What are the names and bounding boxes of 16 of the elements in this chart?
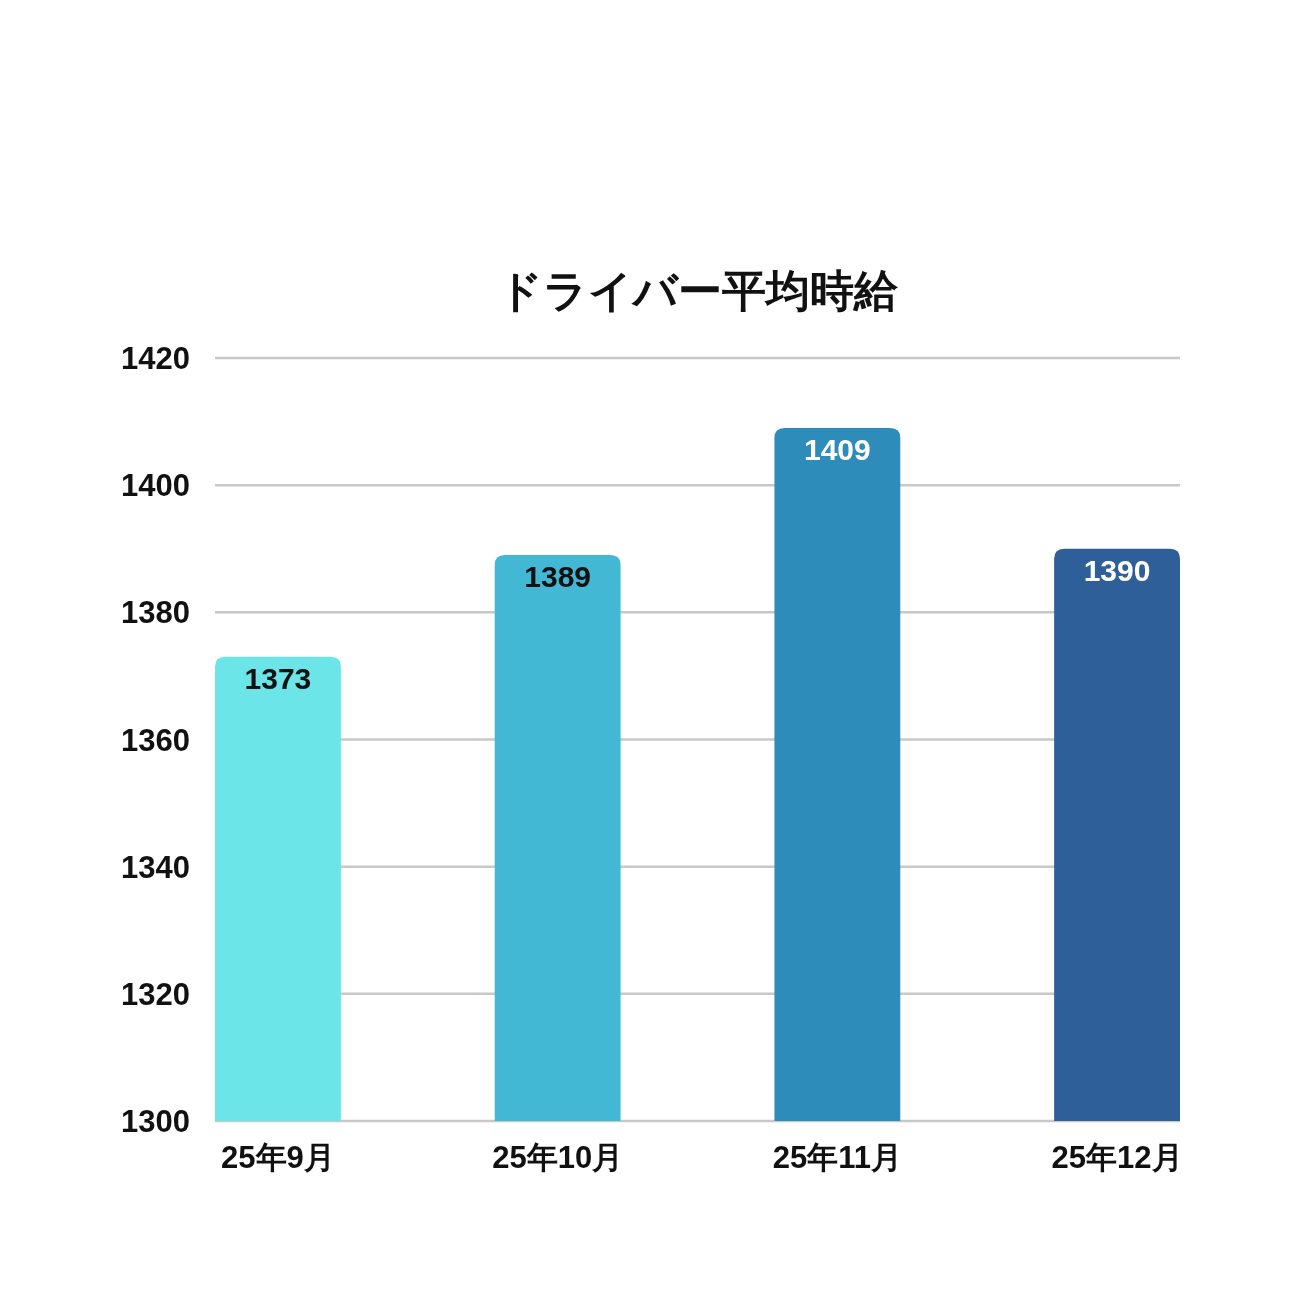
x-tick-label: 25年9月 (221, 1140, 335, 1175)
x-tick-label: 25年11月 (772, 1140, 902, 1175)
y-tick-label: 1340 (121, 849, 190, 885)
x-tick-label: 25年12月 (1051, 1140, 1183, 1175)
x-tick-label: 25年10月 (492, 1140, 624, 1175)
y-tick-label: 1320 (121, 976, 190, 1012)
data-label: 1409 (803, 432, 871, 466)
y-tick-label: 1380 (121, 595, 190, 631)
y-tick-label: 1300 (121, 1104, 190, 1139)
y-tick-label: 1360 (121, 722, 190, 758)
data-label: 1373 (244, 661, 312, 695)
chart-title: ドライバー平均時給 (497, 266, 899, 315)
y-tick-label: 1420 (121, 341, 190, 376)
y-tick-label: 1400 (121, 468, 190, 504)
data-label: 1390 (1083, 553, 1151, 587)
data-label: 1389 (524, 560, 592, 594)
